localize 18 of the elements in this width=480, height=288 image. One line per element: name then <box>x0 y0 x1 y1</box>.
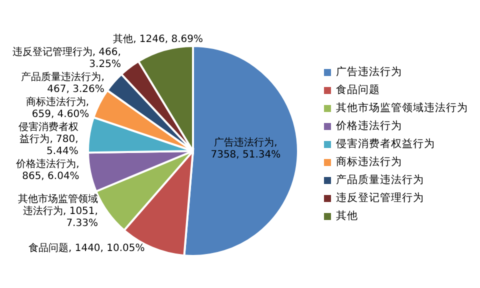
data-label: 违反登记管理行为, 466, 3.25% <box>12 46 121 70</box>
legend-label: 其他 <box>336 209 358 224</box>
data-label: 广告违法行为, 7358, 51.34% <box>210 136 281 160</box>
legend-label: 其他市场监管领域违法行为 <box>336 101 468 116</box>
legend-label: 广告违法行为 <box>336 65 402 80</box>
data-label: 产品质量违法行为, 467, 3.26% <box>21 70 104 95</box>
legend-label: 侵害消费者权益行为 <box>336 137 435 152</box>
data-label: 其他, 1246, 8.69% <box>113 32 204 45</box>
data-label: 侵害消费者权益行为, 780, 5.44% <box>18 120 78 157</box>
data-label: 其他市场监管领域违法行为, 1051, 7.33% <box>18 192 98 228</box>
legend-label: 违反登记管理行为 <box>336 191 424 206</box>
legend-label: 商标违法行为 <box>336 155 402 170</box>
legend-label: 产品质量违法行为 <box>336 173 424 188</box>
legend-label: 价格违法行为 <box>336 119 402 134</box>
data-label: 食品问题, 1440, 10.05% <box>28 242 145 254</box>
data-label: 商标违法行为, 659, 4.60% <box>26 96 90 120</box>
legend-label: 食品问题 <box>336 83 380 98</box>
data-label: 价格违法行为, 865, 6.04% <box>15 158 80 182</box>
